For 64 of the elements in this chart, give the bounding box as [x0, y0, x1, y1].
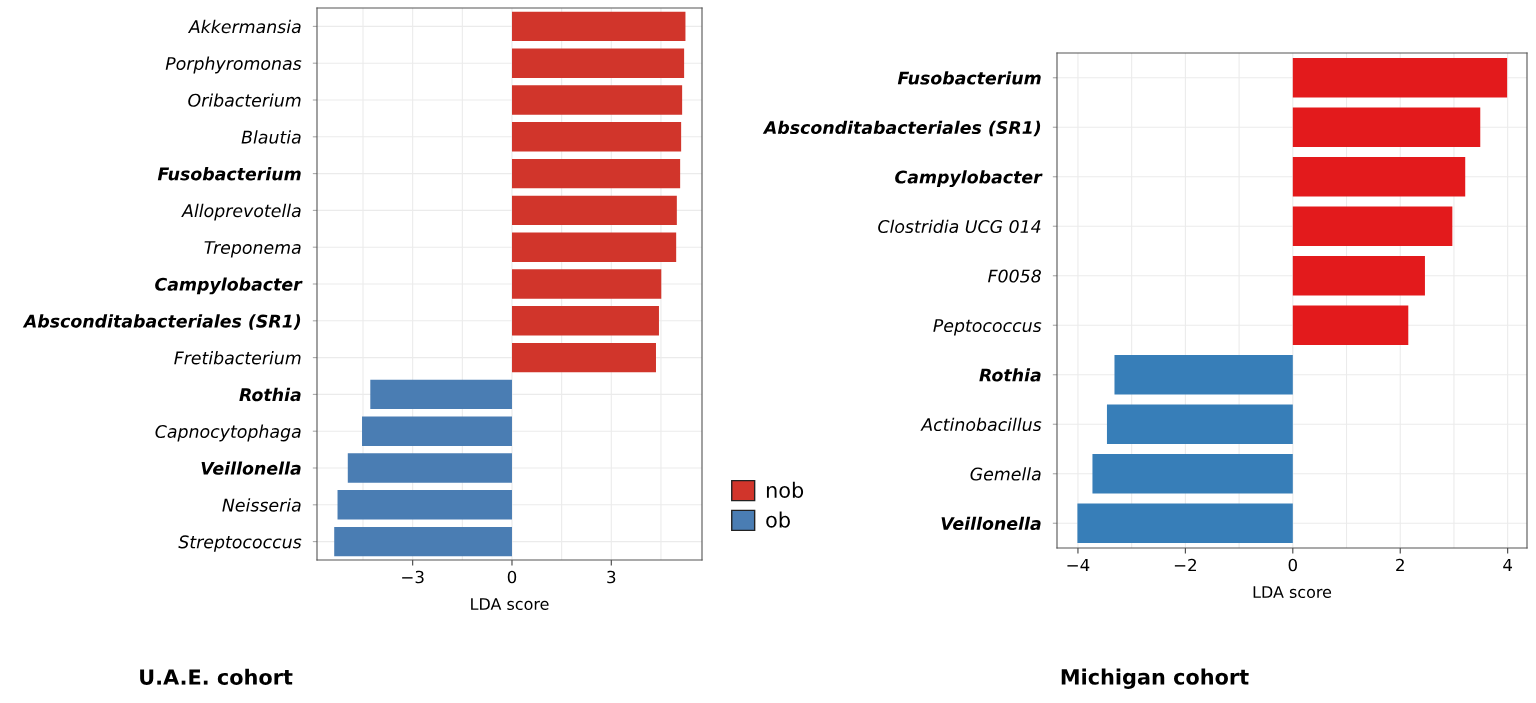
y-tick-label: Rothia: [239, 387, 301, 402]
bar: [1292, 305, 1409, 346]
y-tick-label: Treponema: [204, 241, 301, 258]
bar: [511, 48, 685, 78]
y-tick-label: Gemella: [970, 467, 1041, 481]
legend-label: nob: [766, 481, 804, 498]
bar: [1292, 156, 1466, 197]
y-tick-label: Oribacterium: [188, 93, 301, 107]
bar: [1292, 255, 1425, 296]
bar: [511, 158, 681, 189]
y-tick-label: Actinobacillus: [920, 417, 1042, 432]
y-tick-label: Absconditabacteriales (SR1): [22, 314, 301, 330]
bar: [334, 526, 512, 557]
y-tick-label: Absconditabacteriales (SR1): [762, 120, 1041, 137]
bar: [1106, 404, 1293, 445]
y-tick-label: Veillonella: [201, 461, 301, 475]
x-tick-label: −4: [1067, 558, 1090, 572]
text: Michigan cohort: [1061, 668, 1249, 689]
bar: [1114, 354, 1293, 395]
bar: [347, 453, 512, 483]
y-tick-label: Porphyromonas: [165, 56, 302, 74]
bar: [511, 122, 682, 152]
bar: [1292, 206, 1453, 247]
bar: [511, 342, 656, 373]
y-tick-label: Fusobacterium: [897, 71, 1041, 85]
y-tick-label: Streptococcus: [178, 535, 302, 552]
bar: [511, 306, 659, 336]
y-tick-label: Fusobacterium: [157, 167, 301, 181]
y-tick-label: Campylobacter: [895, 170, 1043, 188]
bar: [1092, 453, 1293, 494]
x-tick-label: −2: [1174, 558, 1196, 572]
x-axis-title: LDA score: [1253, 586, 1332, 599]
y-tick-label: Fretibacterium: [174, 351, 301, 365]
bar: [1292, 57, 1508, 98]
y-tick-label: Neisseria: [222, 498, 301, 512]
y-tick-label: Peptococcus: [933, 319, 1042, 336]
y-tick-label: F0058: [988, 269, 1041, 283]
bar: [362, 416, 512, 446]
bar: [511, 195, 677, 226]
y-tick-label: Veillonella: [941, 516, 1041, 531]
bar: [370, 379, 512, 410]
x-tick-label: 2: [1396, 558, 1404, 572]
y-tick-label: Akkermansia: [187, 19, 301, 34]
bar: [337, 490, 512, 520]
bar: [1077, 503, 1293, 544]
x-tick-label: 0: [507, 570, 517, 584]
y-tick-label: Alloprevotella: [181, 203, 301, 221]
bar: [511, 269, 662, 299]
x-axis-title: LDA score: [471, 598, 549, 611]
y-tick-label: Capnocytophaga: [155, 424, 301, 442]
x-tick-label: 0: [1288, 558, 1297, 572]
bar: [511, 85, 683, 115]
x-tick-label: 3: [607, 570, 616, 584]
bar: [1292, 107, 1481, 148]
text: U.A.E. cohort: [140, 668, 293, 685]
y-tick-label: Rothia: [979, 368, 1041, 382]
y-tick-label: Campylobacter: [155, 277, 303, 295]
x-tick-label: −3: [402, 570, 424, 584]
legend-label: ob: [766, 511, 790, 528]
x-tick-label: 4: [1503, 558, 1513, 572]
y-tick-label: Clostridia UCG 014: [878, 219, 1041, 234]
bar: [511, 232, 677, 262]
y-tick-label: Blautia: [241, 130, 301, 144]
bar: [511, 11, 686, 42]
